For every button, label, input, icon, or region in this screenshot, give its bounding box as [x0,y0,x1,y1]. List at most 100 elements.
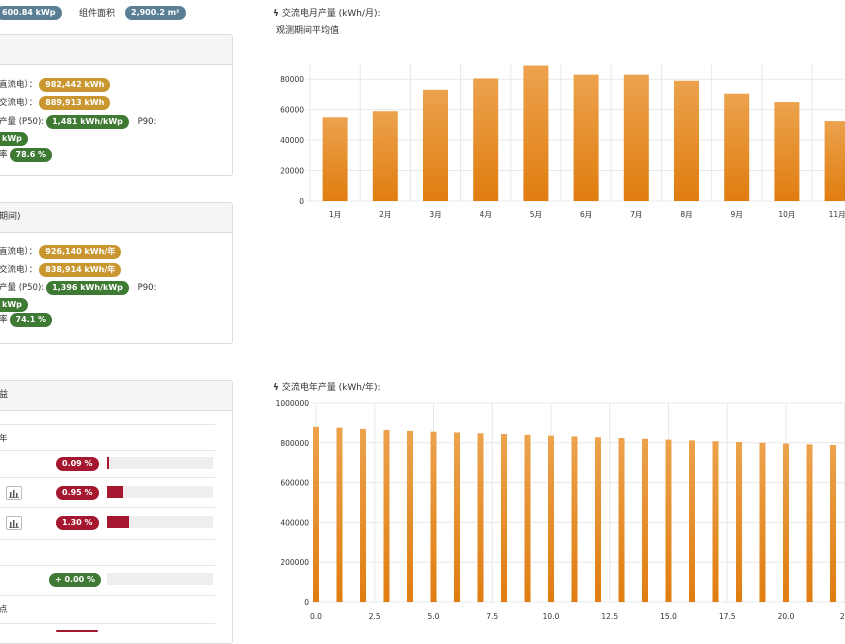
specific-yield-row: 产量 (P50): 1,396 kWh/kWp P90: [0,281,156,295]
x-tick-label: 3月 [429,210,441,219]
loss-section-label: 点 [0,605,8,615]
loss-section-label: 年 [0,434,8,444]
p90-value-row: kWp [0,132,28,146]
panel-title: 益 [0,390,9,400]
month-bar[interactable] [473,78,499,201]
annual-chart: 0 200000 400000 600000 800000 1000000 0.0 2.5 5.… [276,399,845,621]
year-bar[interactable] [665,439,672,602]
x-tick-label: 4月 [480,210,492,219]
performance-ratio-row: 率 78.6 % [0,148,53,162]
month-bar[interactable] [724,93,750,201]
row-label: 直流电）： [0,80,38,90]
year-bar[interactable] [454,432,460,602]
dc-energy-badge: 982,442 kWh [39,78,111,92]
x-tick-label: 7.5 [486,612,498,621]
x-tick-label: 17.5 [719,612,736,621]
y-tick-label: 0 [299,197,304,206]
performance-ratio-badge: 74.1 % [9,313,53,327]
lightning-icon: ϟ [273,383,279,393]
month-bar[interactable] [623,74,649,201]
ac-energy-badge: 889,913 kWh [39,96,111,110]
x-tick-label: 10.0 [543,612,560,621]
y-tick-label: 0 [304,598,309,607]
losses-panel: 益 年 0.09 % 0.95 % 1.30 % + 0.00 % 点 [0,380,233,644]
annual-chart-title: ϟ 交流电年产量 (kWh/年): [273,380,381,393]
bar-chart-icon[interactable] [6,516,22,530]
year-bar[interactable] [712,441,719,602]
year-bar[interactable] [336,427,343,602]
x-tick-label: 2月 [379,210,391,219]
year-bar[interactable] [360,428,366,602]
y-tick-label: 20000 [280,167,304,176]
year-bar[interactable] [430,431,437,602]
p90-badge: kWp [0,298,28,312]
year-bar[interactable] [830,444,836,602]
monthly-chart-subtitle: 观测期间平均值 [276,26,340,36]
month-bar[interactable] [372,111,398,201]
x-tick-label: 1月 [329,210,341,219]
x-tick-label: 12.5 [601,612,618,621]
month-bar[interactable] [674,80,699,201]
x-tick-label: 22 [840,612,845,621]
x-tick-label: 7月 [630,210,642,219]
ac-energy-row: 交流电）： 838,914 kWh/年 [0,263,122,277]
panel-header [0,35,232,65]
x-tick-label: 0.0 [310,612,322,621]
gain-value-badge: + 0.00 % [49,573,102,587]
year-bar[interactable] [759,442,766,602]
x-tick-label: 11月 [829,210,845,219]
year-bar[interactable] [548,435,554,602]
year-bar[interactable] [595,437,601,602]
panel-header: 期间) [0,203,232,233]
year-bar[interactable] [642,438,648,602]
month-bar[interactable] [523,65,549,202]
loss-bar-fill [107,457,110,469]
year-bar[interactable] [477,433,484,602]
month-bar[interactable] [322,117,348,201]
year-bar[interactable] [806,444,813,602]
specific-yield-badge: 1,481 kWh/kWp [46,115,129,129]
p90-label: P90: [137,117,157,127]
year-bar[interactable] [571,436,578,602]
row-label: 交流电）： [0,98,38,108]
year-bar[interactable] [618,438,625,602]
year-bar[interactable] [383,429,390,602]
loss-value-badge [56,630,98,632]
lightning-icon: ϟ [273,9,279,19]
month-bar[interactable] [774,102,800,201]
row-label: 率 [0,150,8,160]
year-bar[interactable] [783,443,789,602]
year-bar[interactable] [407,430,413,602]
annual-chart-title-text: 交流电年产量 (kWh/年): [281,383,381,393]
loss-value-badge: 1.30 % [56,516,99,530]
x-tick-label: 5.0 [428,612,440,621]
monthly-chart: 0 20000 40000 60000 80000 1月 2月 3月 4月 5月 6月 7月 8月 9月 1… [280,64,845,219]
ac-energy-row: 交流电）： 889,913 kWh [0,96,111,110]
year-bar[interactable] [313,426,319,602]
p90-badge: kWp [0,132,28,146]
ac-energy-badge: 838,914 kWh/年 [39,263,122,277]
row-label: 交流电）： [0,265,38,275]
month-bar[interactable] [573,74,599,201]
year-bar[interactable] [689,440,695,602]
performance-ratio-row: 率 74.1 % [0,313,53,327]
year-bar[interactable] [524,434,531,602]
y-tick-label: 80000 [280,75,304,84]
x-tick-label: 6月 [580,210,592,219]
y-tick-label: 1000000 [276,399,310,408]
y-tick-label: 600000 [280,479,309,488]
month-bar[interactable] [824,121,845,201]
year-bar[interactable] [501,434,507,602]
x-tick-label: 2.5 [369,612,381,621]
year-bar[interactable] [736,442,742,602]
loss-bar-fill [107,516,130,528]
x-tick-label: 9月 [731,210,743,219]
area-badge: 2,900.2 m² [125,6,186,20]
bar-chart-icon[interactable] [6,486,22,500]
row-label: 产量 (P50): [0,283,45,293]
area-label: 组件面积 [79,9,116,19]
monthly-chart-title: ϟ 交流电月产量 (kWh/月): [273,6,381,19]
x-tick-label: 20.0 [778,612,795,621]
month-bar[interactable] [423,89,448,201]
specific-yield-row: 产量 (P50): 1,481 kWh/kWp P90: [0,115,156,129]
